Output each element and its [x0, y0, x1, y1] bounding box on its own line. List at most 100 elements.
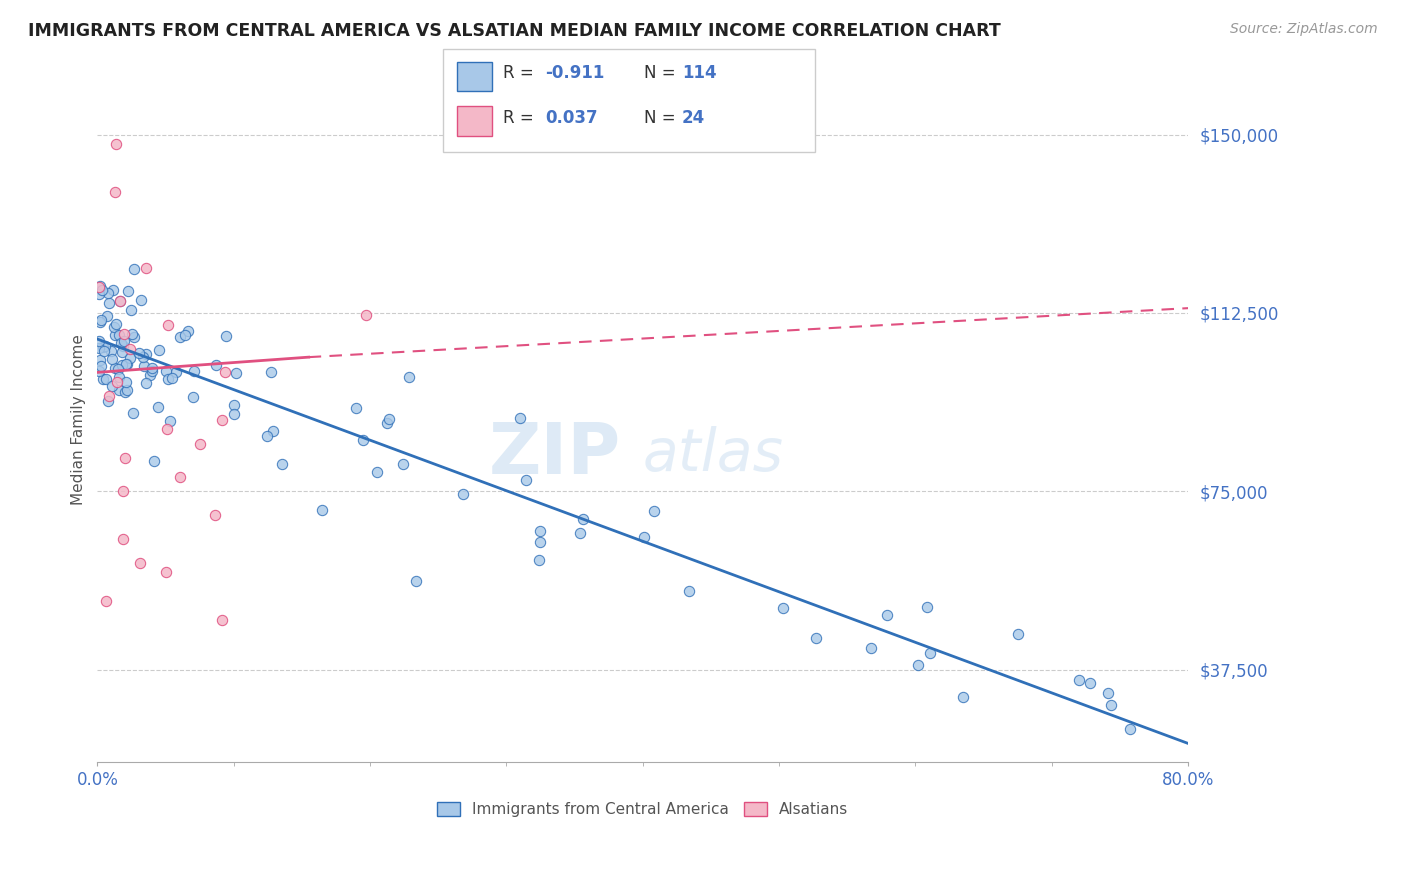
- Point: [115, 383, 138, 397]
- Legend: Immigrants from Central America, Alsatians: Immigrants from Central America, Alsatia…: [430, 796, 855, 823]
- Point: [204, 508, 226, 522]
- Point: [97, 393, 120, 408]
- Point: [568, 525, 591, 540]
- Point: [93, 339, 115, 353]
- Point: [110, 336, 132, 351]
- Point: [211, 613, 233, 627]
- Point: [159, 414, 181, 428]
- Point: [89, 315, 111, 329]
- Point: [952, 690, 974, 704]
- Text: ZIP: ZIP: [489, 420, 621, 489]
- Point: [876, 608, 898, 623]
- Point: [101, 283, 124, 297]
- Point: [104, 328, 127, 343]
- Point: [131, 293, 153, 308]
- Point: [173, 328, 195, 343]
- Point: [117, 284, 139, 298]
- Point: [121, 326, 143, 341]
- Point: [111, 358, 134, 372]
- Point: [107, 384, 129, 398]
- Point: [1099, 698, 1122, 712]
- Point: [633, 530, 655, 544]
- Point: [132, 359, 155, 374]
- Point: [114, 358, 136, 372]
- Point: [141, 364, 163, 378]
- Point: [155, 364, 177, 378]
- Point: [377, 412, 399, 426]
- Point: [169, 330, 191, 344]
- Point: [128, 345, 150, 359]
- Text: IMMIGRANTS FROM CENTRAL AMERICA VS ALSATIAN MEDIAN FAMILY INCOME CORRELATION CHA: IMMIGRANTS FROM CENTRAL AMERICA VS ALSAT…: [28, 22, 1001, 40]
- Point: [101, 379, 124, 393]
- Point: [352, 433, 374, 447]
- Point: [176, 324, 198, 338]
- Point: [1119, 722, 1142, 736]
- Y-axis label: Median Family Income: Median Family Income: [72, 334, 86, 506]
- Point: [132, 351, 155, 365]
- Point: [224, 398, 246, 412]
- Point: [215, 328, 238, 343]
- Point: [572, 512, 595, 526]
- Point: [87, 342, 110, 356]
- Point: [146, 401, 169, 415]
- Point: [107, 361, 129, 376]
- Point: [271, 457, 294, 471]
- Point: [515, 473, 537, 487]
- Point: [859, 640, 882, 655]
- Point: [114, 450, 136, 465]
- Point: [156, 372, 179, 386]
- Point: [183, 364, 205, 378]
- Text: Source: ZipAtlas.com: Source: ZipAtlas.com: [1230, 22, 1378, 37]
- Text: atlas: atlas: [643, 425, 783, 483]
- Point: [141, 360, 163, 375]
- Point: [643, 503, 665, 517]
- Point: [398, 370, 420, 384]
- Point: [260, 365, 283, 379]
- Point: [678, 584, 700, 599]
- Text: 24: 24: [682, 109, 706, 127]
- Point: [156, 318, 179, 332]
- Point: [108, 328, 131, 343]
- Text: 114: 114: [682, 64, 717, 82]
- Point: [108, 370, 131, 384]
- Point: [112, 334, 135, 348]
- Point: [181, 390, 204, 404]
- Point: [135, 376, 157, 390]
- Point: [256, 429, 278, 443]
- Point: [87, 279, 110, 293]
- Point: [91, 341, 114, 355]
- Point: [104, 361, 127, 376]
- Point: [115, 376, 138, 390]
- Text: R =: R =: [503, 64, 540, 82]
- Point: [115, 357, 138, 371]
- Point: [804, 631, 827, 645]
- Point: [224, 407, 246, 421]
- Point: [375, 416, 398, 430]
- Point: [509, 411, 531, 425]
- Point: [527, 552, 550, 566]
- Point: [262, 425, 284, 439]
- Point: [529, 534, 551, 549]
- Point: [160, 371, 183, 385]
- Point: [392, 457, 415, 471]
- Point: [104, 185, 127, 199]
- Point: [156, 422, 179, 436]
- Point: [97, 295, 120, 310]
- Point: [112, 484, 135, 499]
- Point: [311, 503, 333, 517]
- Point: [111, 345, 134, 359]
- Point: [188, 436, 211, 450]
- Point: [405, 574, 427, 588]
- Point: [138, 368, 160, 383]
- Point: [1067, 673, 1090, 687]
- Point: [120, 351, 142, 365]
- Point: [451, 487, 474, 501]
- Point: [100, 343, 122, 358]
- Point: [165, 365, 187, 379]
- Text: N =: N =: [644, 64, 681, 82]
- Point: [91, 371, 114, 385]
- Point: [211, 413, 233, 427]
- Point: [366, 466, 388, 480]
- Point: [120, 303, 142, 318]
- Point: [122, 330, 145, 344]
